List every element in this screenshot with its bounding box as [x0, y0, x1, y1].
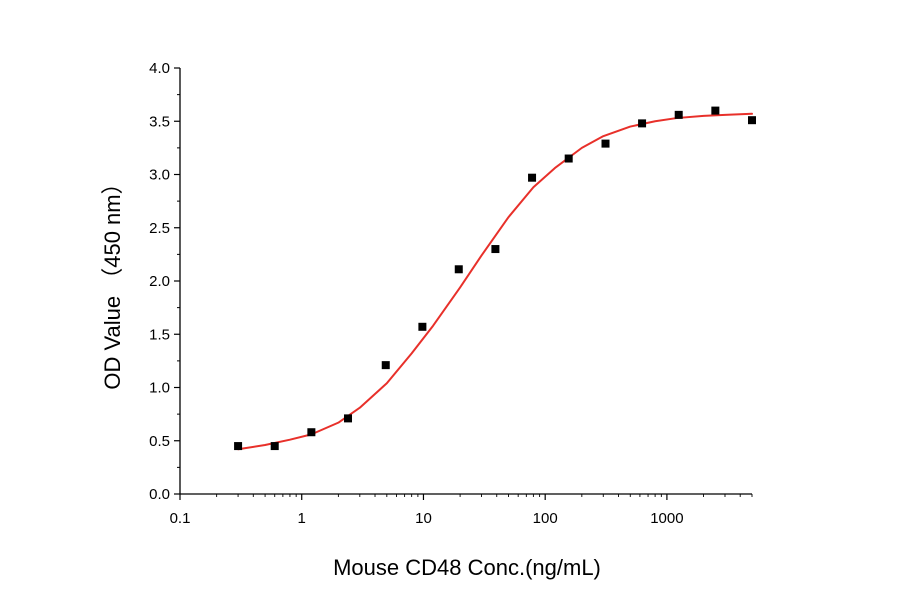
data-point [344, 414, 353, 423]
data-point [381, 361, 390, 370]
y-tick-label: 2.0 [149, 273, 170, 290]
x-axis-title: Mouse CD48 Conc.(ng/mL) [333, 555, 601, 580]
x-tick-label: 1000 [650, 510, 683, 527]
data-point [307, 428, 316, 437]
x-tick-label: 1 [298, 510, 306, 527]
fit-curve-layer [237, 112, 753, 451]
x-tick-label: 10 [415, 510, 432, 527]
y-tick-label: 4.0 [149, 60, 170, 77]
x-tick-label: 100 [533, 510, 558, 527]
x-tick-label: 0.1 [170, 510, 191, 527]
data-point [270, 442, 279, 451]
data-point [674, 110, 683, 119]
data-point [638, 119, 647, 128]
data-point [454, 265, 463, 274]
y-tick-label: 2.5 [149, 220, 170, 237]
data-point [711, 106, 720, 115]
y-tick-label: 1.0 [149, 380, 170, 397]
y-axis-title: OD Value （450 nm） [100, 172, 125, 389]
data-point [748, 116, 756, 125]
data-point [234, 442, 243, 451]
y-tick-label: 0.0 [149, 486, 170, 503]
axes: 0.0 0.5 1.0 1.5 2.0 2.5 3.0 3.5 4.0 0.1 1 10 100 1000 [149, 60, 753, 527]
data-point [491, 245, 500, 254]
data-point [564, 154, 573, 163]
y-tick-label: 3.5 [149, 113, 170, 130]
data-point [528, 173, 537, 182]
data-point [601, 139, 610, 148]
y-tick-label: 1.5 [149, 326, 170, 343]
data-points-layer [234, 106, 756, 451]
y-tick-label: 3.0 [149, 167, 170, 184]
y-tick-label: 0.5 [149, 433, 170, 450]
data-point [418, 322, 427, 331]
fit-curve [237, 112, 753, 451]
